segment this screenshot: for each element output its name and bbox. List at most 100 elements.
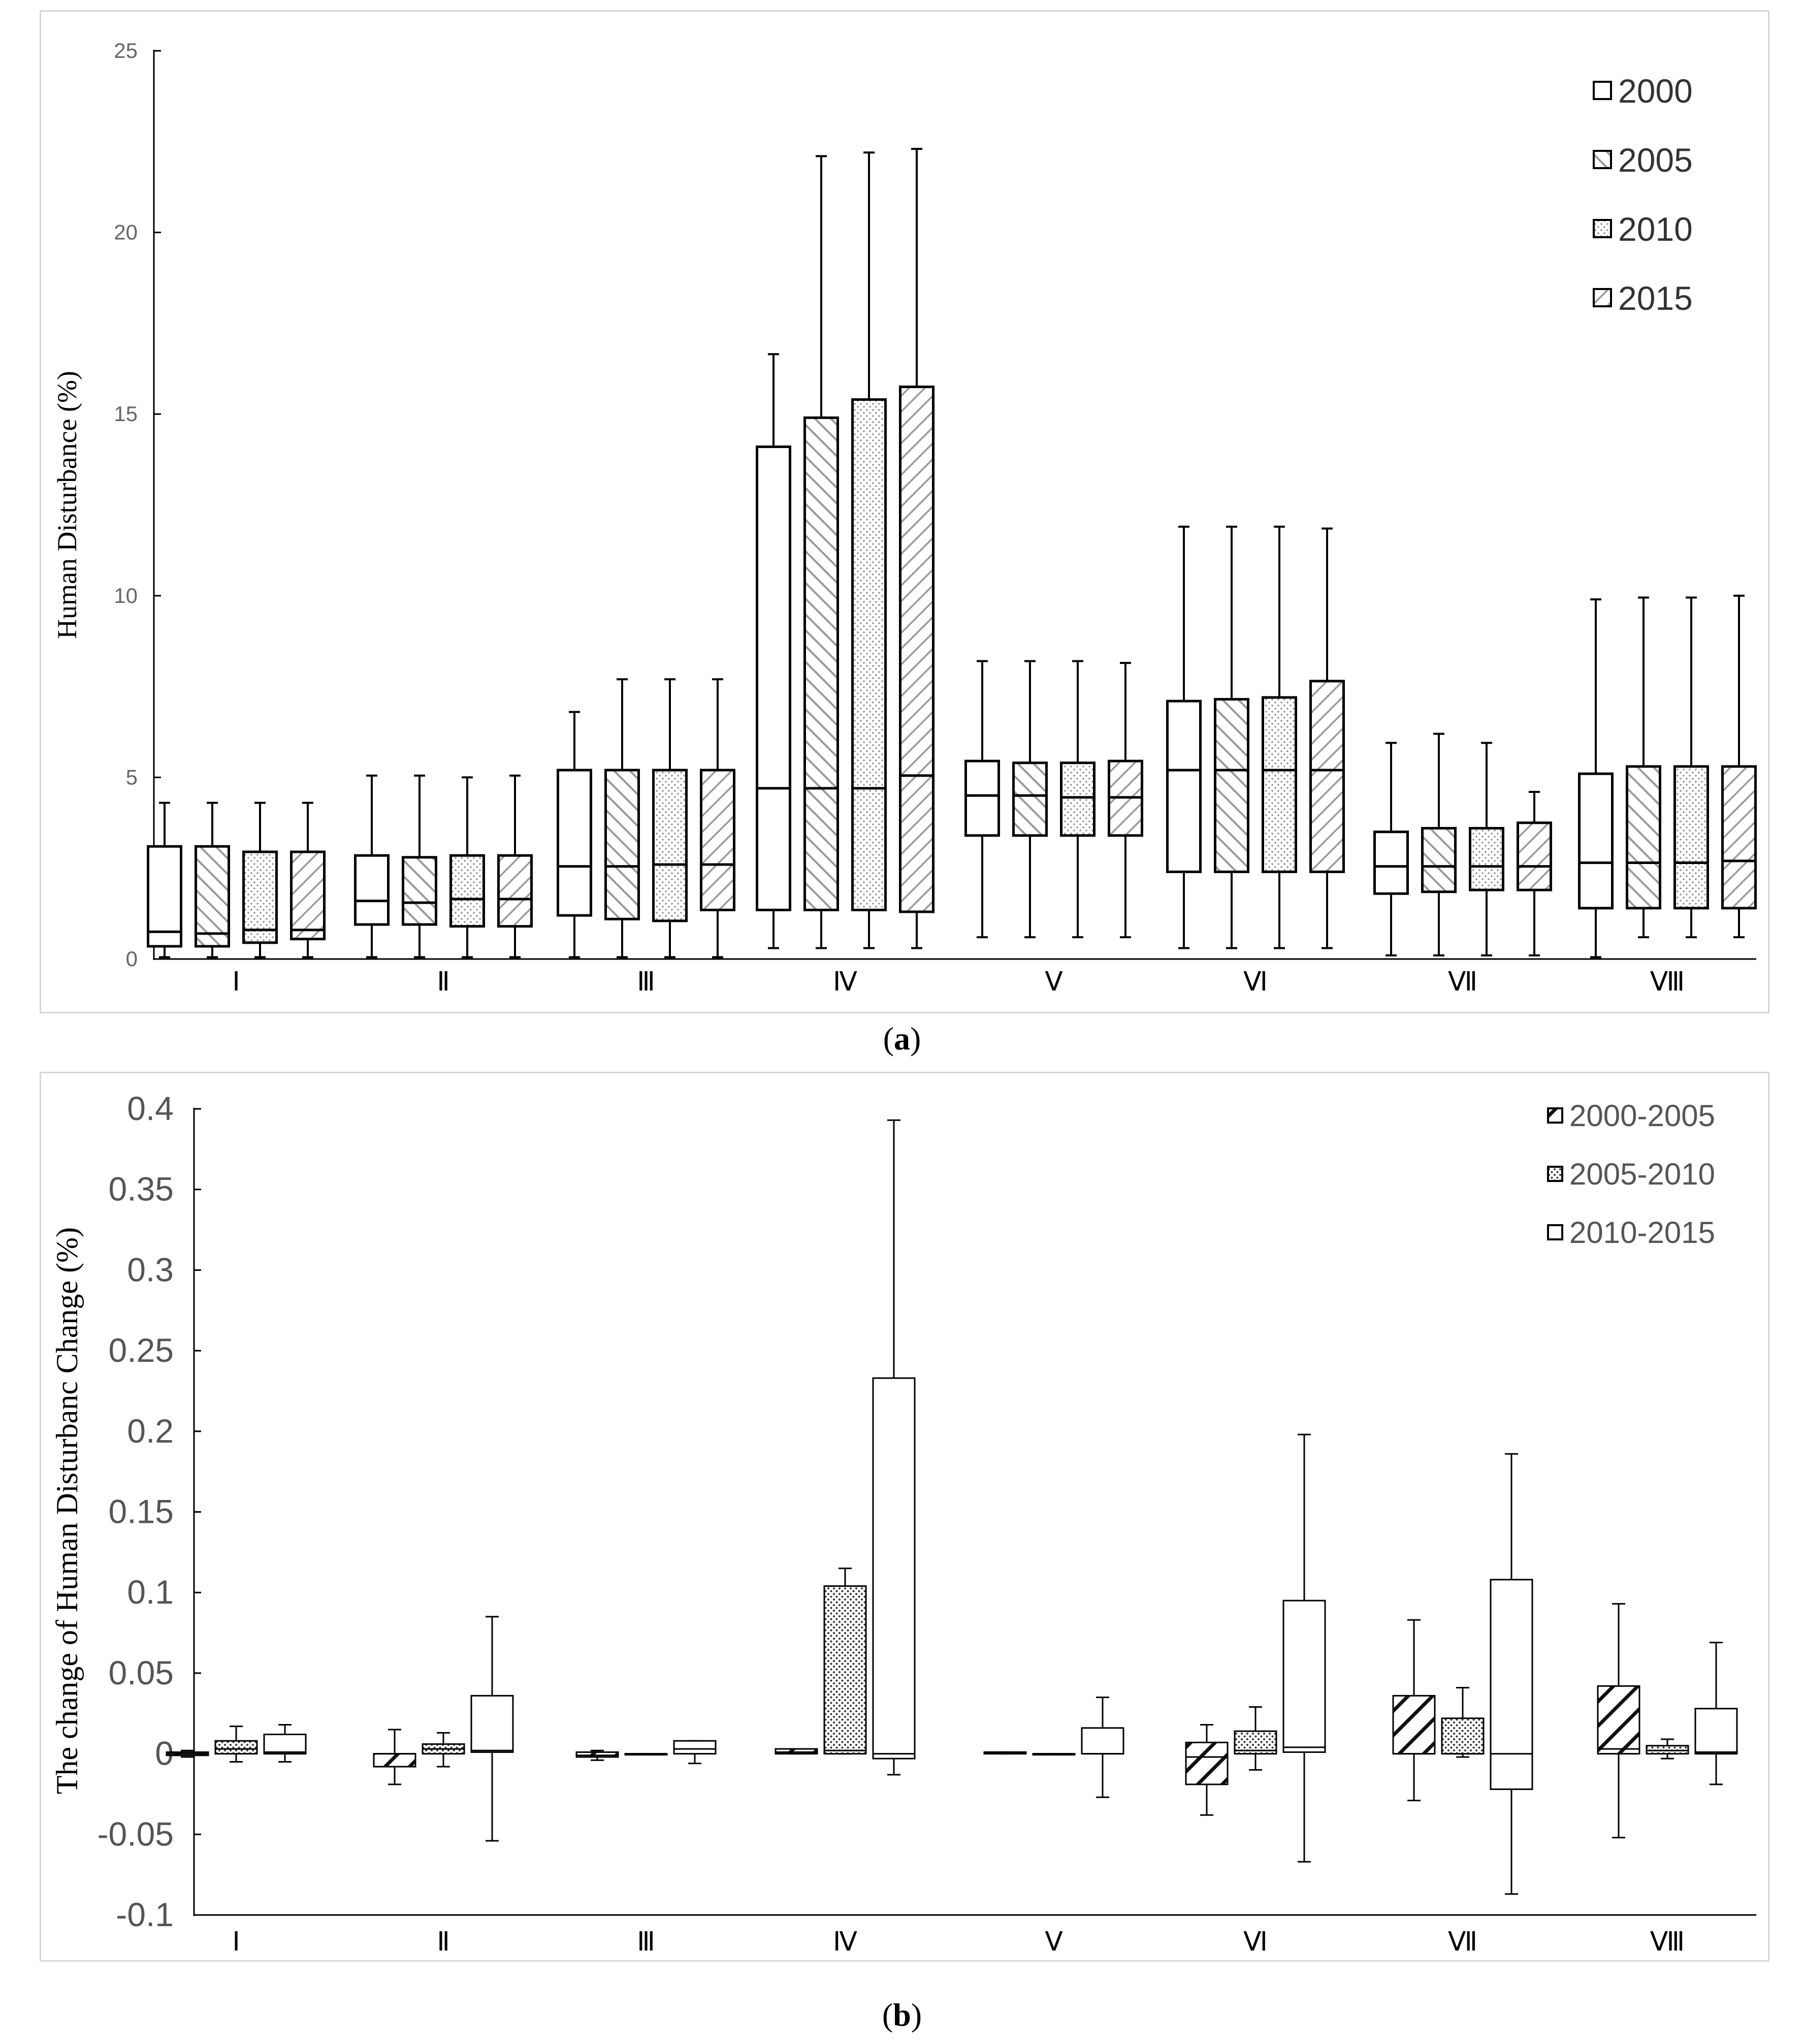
x-category-label: Ⅵ [1243,968,1268,997]
box-body [1578,772,1614,910]
x-category-label: Ⅲ [637,968,655,997]
box-2005-Ⅰ [195,802,230,959]
box-body [1597,1685,1640,1755]
box-2000-Ⅷ [1578,598,1614,959]
box-2010-2015-Ⅷ [1694,1642,1738,1785]
box-2000-Ⅰ [147,802,182,959]
box-2015-Ⅷ [1721,594,1757,939]
box-body [1309,680,1345,873]
box-body [872,1377,916,1760]
box-2005-2010-Ⅲ [624,1753,668,1756]
y-tick-label: 0.1 [127,1573,174,1611]
box-2010-Ⅱ [449,776,485,959]
box-body [756,445,791,911]
box-body [242,850,278,944]
x-category-label: Ⅶ [1448,968,1477,997]
y-tick-label: 0 [126,947,138,971]
y-tick-label: 0.3 [127,1251,174,1288]
box-2010-2015-Ⅴ [1081,1697,1124,1798]
box-2005-Ⅷ [1626,596,1661,939]
legend-swatch-2005-2010 [1547,1166,1563,1182]
box-2000-Ⅶ [1373,742,1409,956]
box-body [1646,1745,1689,1755]
box-body [1694,1708,1738,1755]
box-2000-2005-Ⅶ [1392,1619,1436,1802]
box-body [823,1585,867,1755]
legend-label-2005-2010: 2005-2010 [1569,1157,1715,1191]
box-body [214,1740,258,1755]
y-tick-label: 0.35 [109,1170,174,1208]
box-2005-2010-Ⅴ [1032,1753,1076,1756]
box-2005-2010-Ⅵ [1234,1706,1277,1771]
box-body [803,416,839,911]
box-2015-Ⅵ [1309,527,1345,949]
box-body [964,759,1000,837]
box-body [1262,696,1297,873]
box-2010-2015-Ⅲ [673,1740,717,1765]
box-body [604,769,640,920]
box-2015-Ⅲ [700,678,735,959]
box-2000-2005-Ⅳ [775,1748,818,1755]
box-2015-Ⅴ [1108,662,1143,939]
box-2000-2005-Ⅷ [1597,1603,1640,1839]
x-category-label: Ⅲ [637,1928,655,1957]
box-body [1469,827,1504,891]
y-axis-title: The change of Human Disturbanc Change (%… [50,1227,84,1794]
legend-swatch-2010 [1593,219,1612,238]
box-body [775,1748,818,1755]
x-category-label: Ⅷ [1650,1928,1685,1957]
box-2010-Ⅷ [1673,596,1709,939]
legend-label-2000-2005: 2000-2005 [1569,1099,1715,1133]
box-2000-2005-Ⅴ [983,1751,1027,1755]
box-body [1721,765,1757,910]
box-body [1421,827,1457,893]
x-category-label: Ⅳ [833,1928,857,1957]
legend-swatch-2015 [1593,288,1612,307]
x-category-label: Ⅶ [1448,1928,1477,1957]
box-body [195,845,230,948]
box-body [700,769,735,911]
box-2010-2015-Ⅱ [470,1616,514,1842]
box-body [373,1753,416,1768]
box-body [354,854,390,926]
box-2005-Ⅲ [604,678,640,959]
box-2005-Ⅴ [1012,660,1048,939]
box-2000-2005-Ⅵ [1185,1723,1229,1816]
legend-swatch-2000 [1593,81,1612,100]
box-body [263,1734,307,1755]
box-2015-Ⅳ [899,148,935,949]
box-body [290,850,326,941]
box-2005-Ⅳ [803,155,839,949]
box-2015-Ⅱ [497,774,533,959]
x-category-label: Ⅴ [1045,968,1063,997]
box-2010-2015-Ⅰ [263,1723,307,1763]
y-tick-label: 0.25 [109,1331,174,1369]
box-2005-2010-Ⅰ [214,1726,258,1763]
box-body [1392,1695,1436,1755]
x-category-label: Ⅱ [437,968,450,997]
y-tick-label: 0.2 [127,1412,174,1450]
box-body [1517,821,1552,891]
x-category-label: Ⅵ [1243,1928,1268,1957]
x-category-label: Ⅰ [232,1928,240,1957]
box-2010-Ⅵ [1262,525,1297,949]
box-body [147,845,182,948]
legend-label-2005: 2005 [1618,141,1693,179]
box-2010-Ⅳ [851,151,887,949]
box-body [1214,698,1249,873]
box-2000-Ⅴ [964,660,1000,939]
box-2000-2005-Ⅰ [166,1749,209,1758]
box-body [575,1751,619,1758]
legend-label-2000: 2000 [1618,72,1693,110]
box-2000-Ⅳ [756,353,791,949]
x-category-label: Ⅴ [1045,1928,1063,1957]
x-category-label: Ⅰ [232,968,240,997]
box-body [470,1695,514,1753]
box-2000-Ⅱ [354,774,390,959]
legend-label-2010-2015: 2010-2015 [1569,1216,1715,1250]
legend-swatch-2010-2015 [1547,1224,1563,1240]
box-2010-2015-Ⅳ [872,1119,916,1776]
y-axis-title: Human Disturbance (%) [52,371,82,639]
y-tick-label: 0.05 [109,1654,174,1691]
